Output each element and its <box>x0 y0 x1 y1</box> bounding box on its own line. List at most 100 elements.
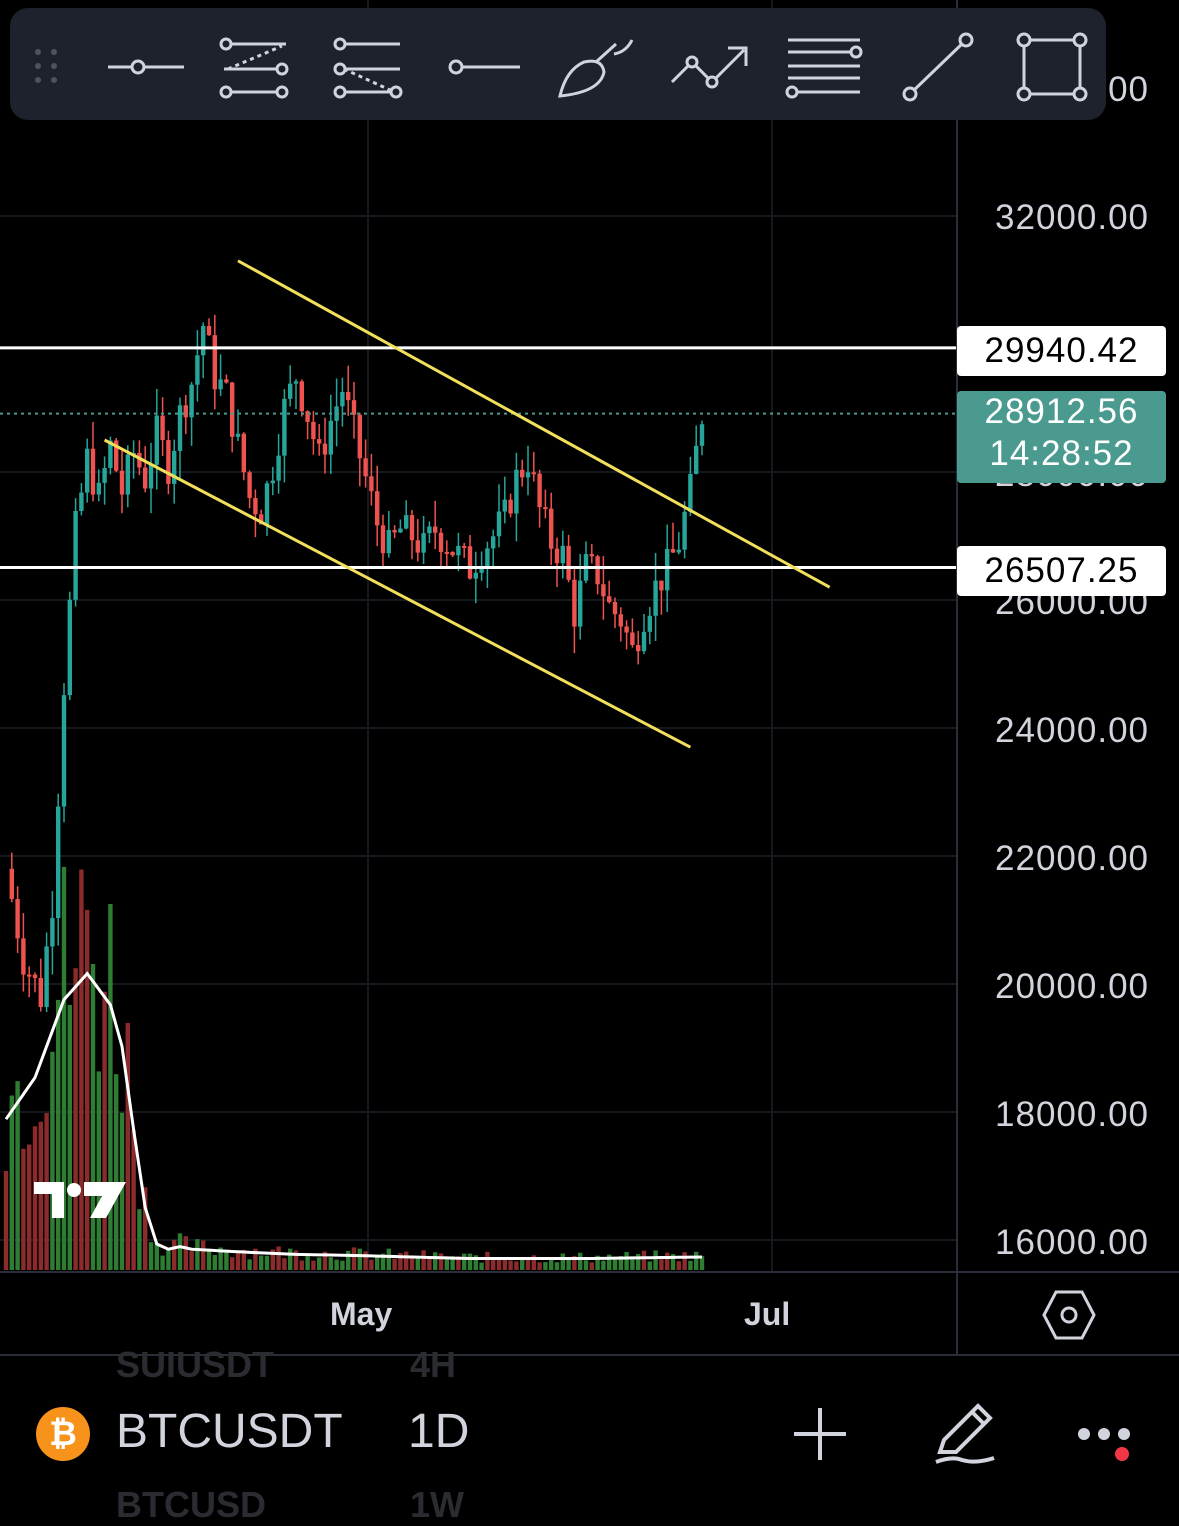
volume-bar <box>317 1257 322 1270</box>
candle-body <box>595 556 600 585</box>
volume-bar <box>641 1250 647 1270</box>
candle-body <box>433 526 438 533</box>
candle-body <box>38 977 43 1007</box>
trend-line-icon[interactable] <box>898 32 978 102</box>
volume-bar <box>438 1253 444 1270</box>
candle-body <box>172 450 177 484</box>
volume-bar <box>259 1255 264 1270</box>
volume-bar <box>531 1255 536 1270</box>
candle-body <box>137 452 142 468</box>
candle-body <box>665 548 670 591</box>
candle-body <box>659 580 664 591</box>
candle-body <box>630 632 635 646</box>
price-axis-label: 18000.00 <box>995 1095 1149 1134</box>
volume-bar <box>554 1262 560 1270</box>
level-tag-lower[interactable]: 26507.25 <box>957 546 1166 596</box>
price-axis-label: 24000.00 <box>995 711 1149 750</box>
volume-bar <box>241 1249 246 1270</box>
candle-body <box>340 392 345 407</box>
candle-body <box>450 551 455 556</box>
volume-bar <box>659 1259 664 1270</box>
candle-body <box>351 400 357 415</box>
candle-body <box>9 868 14 900</box>
candle-body <box>276 455 281 481</box>
ghost-interval-below: 1W <box>410 1484 464 1525</box>
candle-body <box>119 470 125 495</box>
volume-bar <box>125 1023 130 1270</box>
candle-body <box>415 540 420 553</box>
volume-bar <box>154 1242 159 1270</box>
symbol-name[interactable]: BTCUSDT <box>116 1405 343 1458</box>
volume-bar <box>450 1256 455 1270</box>
volume-bar <box>595 1255 600 1270</box>
volume-bar <box>15 1081 20 1270</box>
candle-body <box>404 515 409 529</box>
volume-bar <box>670 1254 676 1270</box>
volume-bar <box>311 1260 316 1270</box>
volume-bar <box>409 1257 415 1270</box>
candle-body <box>618 614 623 627</box>
candle-body <box>694 445 699 474</box>
candle-body <box>195 355 200 385</box>
drag-handle-icon[interactable] <box>32 48 62 88</box>
volume-bar <box>253 1248 258 1270</box>
pencil-icon[interactable] <box>932 1400 1000 1468</box>
volume-bar <box>270 1249 275 1270</box>
volume-bar <box>288 1248 293 1270</box>
interval-selector[interactable]: 1D <box>408 1405 470 1458</box>
path-icon[interactable] <box>670 32 750 102</box>
time-axis-label: Jul <box>744 1296 791 1332</box>
volume-bar <box>653 1250 658 1270</box>
horizontal-line-icon[interactable] <box>442 32 522 102</box>
bitcoin-icon[interactable]: ₿ <box>36 1407 90 1461</box>
volume-bar <box>305 1256 310 1270</box>
candle-body <box>15 899 20 939</box>
volume-bar <box>189 1251 194 1270</box>
horizontal-ray-icon[interactable] <box>106 32 186 102</box>
candle-body <box>177 405 183 451</box>
candle-body <box>525 472 531 478</box>
price-chart[interactable] <box>0 0 1179 1356</box>
candle-body <box>409 515 415 541</box>
candle-body <box>293 381 299 384</box>
volume-bar <box>502 1259 507 1270</box>
candle-body <box>288 383 293 399</box>
candle-body <box>328 420 333 455</box>
volume-bar <box>369 1259 374 1270</box>
candle-body <box>189 384 194 418</box>
volume-bar <box>444 1258 449 1270</box>
volume-bar <box>32 1126 38 1270</box>
volume-bar <box>276 1246 281 1270</box>
volume-bar <box>427 1258 432 1270</box>
candle-body <box>160 415 165 441</box>
channel-upper-line <box>237 259 831 589</box>
rectangle-icon[interactable] <box>1012 32 1092 102</box>
volume-bar <box>380 1253 386 1270</box>
level-tag-upper[interactable]: 29940.42 <box>957 326 1166 376</box>
ghost-interval-above: 4H <box>410 1344 457 1385</box>
volume-bar <box>328 1257 333 1270</box>
candle-body <box>502 499 507 512</box>
candle-body <box>375 491 380 526</box>
brush-icon[interactable] <box>556 32 636 102</box>
candle-body <box>537 473 542 508</box>
candle-body <box>653 580 658 616</box>
volume-bar <box>264 1255 270 1270</box>
fib-retracement-icon[interactable] <box>216 32 296 102</box>
trend-based-fib-icon[interactable] <box>330 32 410 102</box>
plus-icon[interactable] <box>786 1400 854 1468</box>
more-icon[interactable] <box>1074 1400 1142 1468</box>
candle-body <box>398 528 403 533</box>
volume-bar <box>148 1242 154 1270</box>
volume-bar <box>67 1004 72 1270</box>
volume-bar <box>218 1247 223 1270</box>
volume-bar <box>137 1209 142 1270</box>
candle-body <box>421 533 426 553</box>
candle-body <box>230 382 235 437</box>
volume-bar <box>560 1253 565 1270</box>
volume-bar <box>224 1252 229 1270</box>
candle-body <box>299 381 304 412</box>
chart-settings-icon[interactable] <box>1042 1288 1096 1342</box>
volume-bar <box>601 1260 606 1270</box>
parallel-lines-icon[interactable] <box>784 32 864 102</box>
